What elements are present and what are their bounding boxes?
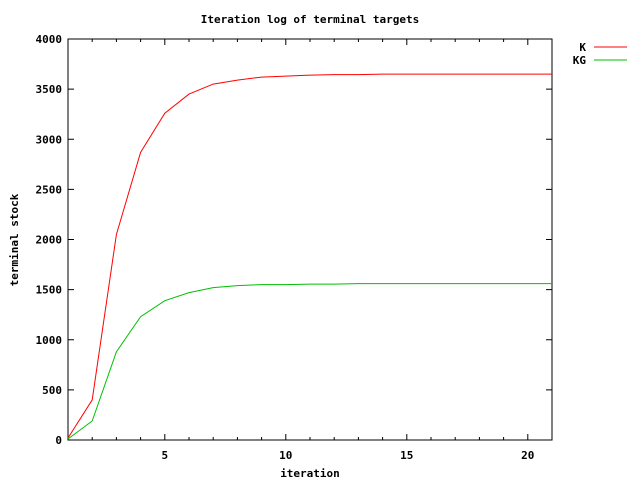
series-line-kg — [67, 283, 552, 440]
series-line-k — [67, 73, 552, 439]
legend: KKG — [573, 41, 627, 67]
axis-ticks: 0 500 1000 1500 2000 2500 3000 3500 4000 5 10 15 20 — [36, 33, 553, 462]
x-tick-label: 15 — [400, 449, 413, 462]
plot-area-frame — [67, 38, 553, 441]
y-tick-label: 3000 — [36, 133, 63, 146]
y-tick-label: 500 — [42, 384, 62, 397]
x-axis-label: iteration — [280, 467, 340, 480]
y-tick-label: 1500 — [36, 284, 63, 297]
y-tick-label: 4000 — [36, 33, 63, 46]
chart-title: Iteration log of terminal targets — [201, 13, 420, 26]
y-axis-label: terminal stock — [8, 193, 21, 286]
legend-label: K — [579, 41, 586, 54]
y-tick-label: 1000 — [36, 334, 63, 347]
y-tick-label: 2000 — [36, 234, 63, 247]
y-tick-label: 0 — [55, 434, 62, 447]
series-lines — [67, 73, 552, 440]
legend-label: KG — [573, 54, 587, 67]
x-tick-label: 5 — [161, 449, 168, 462]
y-tick-label: 2500 — [36, 183, 63, 196]
y-tick-label: 3500 — [36, 83, 63, 96]
x-tick-label: 20 — [521, 449, 534, 462]
x-tick-label: 10 — [279, 449, 292, 462]
